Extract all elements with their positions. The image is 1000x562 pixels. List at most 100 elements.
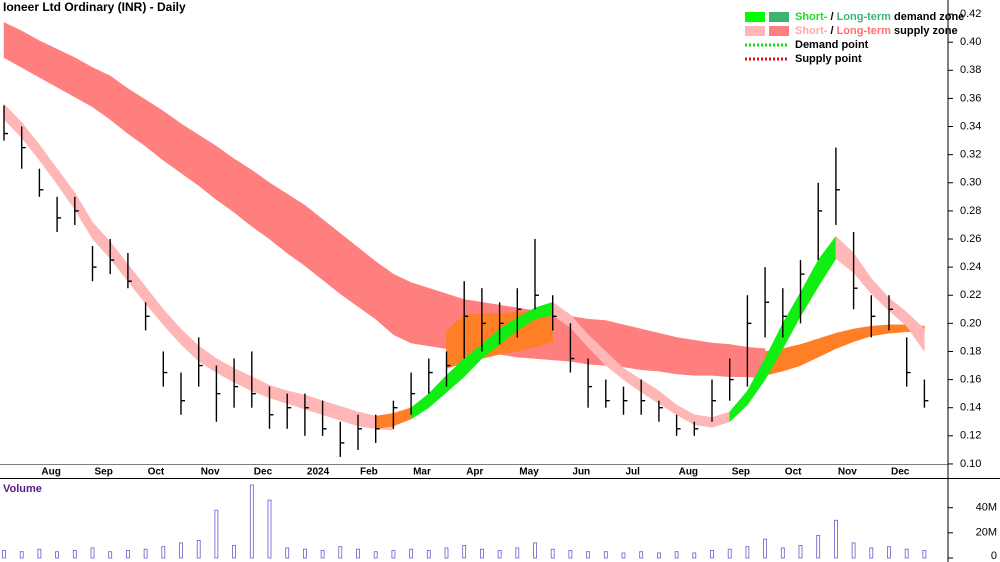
y-tick-label: 20M xyxy=(976,527,997,539)
volume-bar xyxy=(2,550,6,559)
volume-bar xyxy=(161,546,166,559)
y-tick-label: 0.42 xyxy=(960,8,981,20)
volume-bar xyxy=(214,509,219,559)
y-tick-label: 0.32 xyxy=(960,149,981,161)
volume-bar xyxy=(834,519,838,559)
volume-bar xyxy=(816,534,821,559)
x-tick-label: Oct xyxy=(785,467,802,478)
legend-label: Short- / Long-term supply zone xyxy=(795,25,958,37)
x-tick-label: May xyxy=(519,467,539,478)
volume-bar xyxy=(249,484,254,559)
y-tick-label: 0.10 xyxy=(960,458,981,470)
x-tick-label: Jul xyxy=(626,467,641,478)
volume-bar xyxy=(780,547,785,559)
volume-bar xyxy=(887,546,891,559)
volume-bar xyxy=(143,548,148,559)
x-tick-label: Nov xyxy=(838,467,857,478)
volume-bar xyxy=(462,545,467,559)
x-tick-label: Jun xyxy=(572,467,590,478)
volume-bar xyxy=(479,548,484,559)
volume-bar xyxy=(639,551,644,559)
legend-swatch xyxy=(745,26,765,36)
volume-bar xyxy=(568,550,573,559)
x-tick-label: Sep xyxy=(732,467,750,478)
legend-swatch xyxy=(769,12,789,22)
zones xyxy=(3,22,925,431)
legend-text: / xyxy=(827,11,836,23)
x-tick-label: Dec xyxy=(254,467,273,478)
volume-bar xyxy=(302,548,307,559)
legend-text: Short- xyxy=(795,25,828,37)
y-tick-label: 40M xyxy=(976,502,997,514)
volume-bar xyxy=(851,542,856,559)
y-tick-label: 0 xyxy=(991,550,997,562)
volume-bar xyxy=(373,551,378,559)
x-tick-label: Aug xyxy=(679,467,698,478)
legend-label: Demand point xyxy=(795,39,869,51)
volume-bar xyxy=(285,547,290,559)
volume-bar xyxy=(267,499,272,559)
volume-bar xyxy=(108,551,113,559)
x-tick-label: Oct xyxy=(148,467,165,478)
y-tick-label: 0.12 xyxy=(960,430,981,442)
volume-bar xyxy=(391,550,396,559)
volume-bar xyxy=(338,546,343,559)
volume-title: Volume xyxy=(3,483,42,495)
volume-bar xyxy=(72,550,77,559)
volume-bar xyxy=(710,550,714,559)
legend-swatch xyxy=(745,12,765,22)
legend-swatch xyxy=(769,26,789,36)
volume-bar xyxy=(426,550,431,559)
volume-bar xyxy=(533,542,537,559)
volume-bar xyxy=(232,545,237,559)
volume-bar xyxy=(904,548,909,559)
price-bars xyxy=(3,105,929,457)
y-tick-label: 0.36 xyxy=(960,92,981,104)
volume-bar xyxy=(674,551,679,559)
legend-label: Supply point xyxy=(795,53,862,65)
volume-bar xyxy=(603,551,608,559)
volume-bar xyxy=(126,550,130,559)
x-tick-label: Nov xyxy=(201,467,220,478)
y-tick-label: 0.34 xyxy=(960,120,981,132)
volume-bar xyxy=(37,548,42,559)
volume-bar xyxy=(692,552,697,559)
volume-bar xyxy=(19,551,24,559)
y-tick-label: 0.38 xyxy=(960,64,981,76)
y-tick-label: 0.20 xyxy=(960,317,981,329)
x-tick-label: Feb xyxy=(360,467,378,478)
volume-bar xyxy=(621,552,626,559)
volume-bar xyxy=(320,550,325,559)
legend-text: / xyxy=(827,25,836,37)
legend-text: Long-term xyxy=(837,25,892,37)
y-tick-label: 0.18 xyxy=(960,345,981,357)
y-tick-label: 0.30 xyxy=(960,177,981,189)
y-tick-label: 0.40 xyxy=(960,36,981,48)
x-tick-label: 2024 xyxy=(307,467,330,478)
y-tick-label: 0.28 xyxy=(960,205,981,217)
volume-bar xyxy=(196,539,201,559)
legend-label: Short- / Long-term demand zone xyxy=(795,11,964,23)
legend-text: Demand point xyxy=(795,39,869,51)
volume-bar xyxy=(515,547,520,559)
volume-bar xyxy=(586,551,590,559)
x-tick-label: Mar xyxy=(413,467,431,478)
legend-text: demand zone xyxy=(891,11,964,23)
x-tick-label: Apr xyxy=(466,467,483,478)
y-tick-label: 0.22 xyxy=(960,289,981,301)
volume-bar xyxy=(409,548,414,559)
volume-bar xyxy=(55,551,59,559)
y-tick-label: 0.16 xyxy=(960,373,981,385)
legend-text: supply zone xyxy=(891,25,958,37)
x-tick-label: Sep xyxy=(95,467,113,478)
volume-bar xyxy=(745,546,750,559)
volume-bar xyxy=(444,547,449,559)
legend-text: Supply point xyxy=(795,53,862,65)
volume-bar xyxy=(763,538,767,559)
volume-bar xyxy=(550,548,555,559)
zone-band xyxy=(3,103,394,431)
volume-bar xyxy=(657,552,661,559)
volume-bar xyxy=(90,547,95,559)
